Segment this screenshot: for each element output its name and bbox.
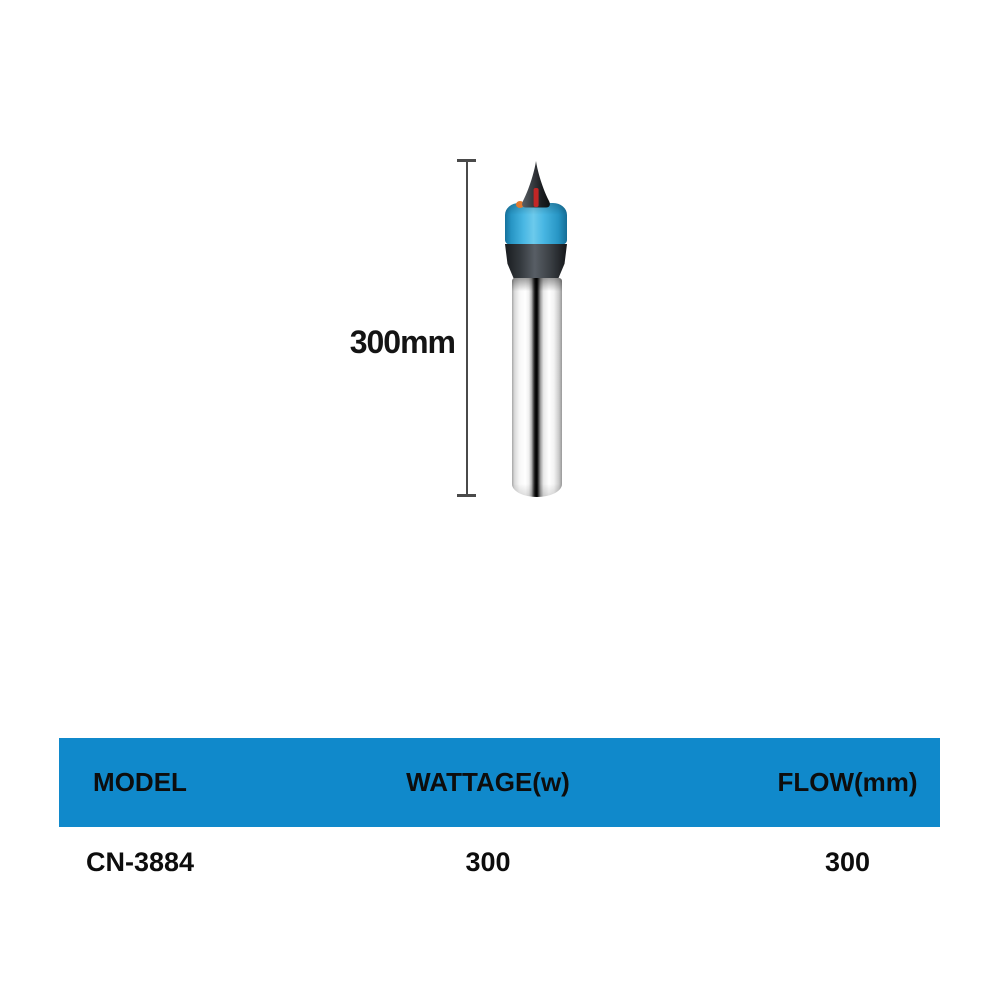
product-image [503,161,569,501]
dimension-tick-bottom [457,494,476,497]
cell-model-value: CN-3884 [85,846,195,877]
cell-flow-value: 300 [824,846,871,877]
spec-table: MODEL WATTAGE(w) FLOW(mm) CN-3884 300 30… [59,738,940,897]
column-header-flow: FLOW(mm) [777,767,918,797]
product-red-stripe [533,188,539,207]
dimension-line [466,161,468,496]
product-tip-cone [522,161,550,208]
column-header-wattage: WATTAGE(w) [406,767,570,797]
cell-wattage-value: 300 [465,846,511,877]
spec-table-header: MODEL WATTAGE(w) FLOW(mm) [59,738,940,827]
product-blue-cap [505,203,567,245]
product-chrome-shaft [512,278,562,497]
table-row: CN-3884 300 300 [59,827,940,897]
product-orange-indicator [516,201,524,208]
dimension-tick-top [457,159,476,162]
product-dark-collar [505,244,567,280]
column-header-model: MODEL [93,767,187,797]
dimension-label: 300mm [349,324,456,360]
